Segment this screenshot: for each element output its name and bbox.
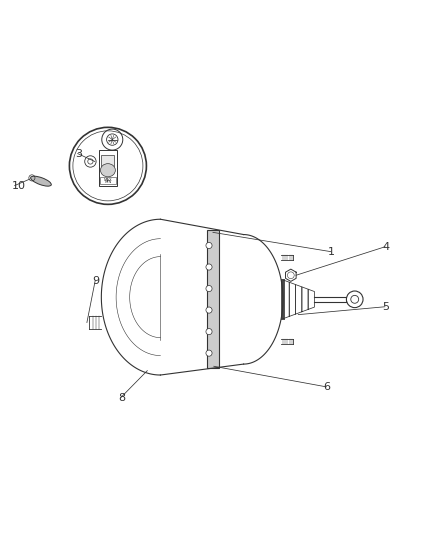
Text: 1: 1 [327,247,334,256]
Bar [280,279,285,320]
Text: 3: 3 [75,149,82,159]
Bar [101,155,114,166]
Circle shape [205,328,212,335]
Circle shape [205,264,212,270]
Text: MAX: MAX [103,178,112,182]
Bar [99,150,117,185]
Circle shape [205,286,212,292]
Bar [206,230,219,368]
Text: 5: 5 [381,302,389,312]
Text: 8: 8 [118,393,125,403]
Text: 10: 10 [12,181,26,190]
Ellipse shape [100,164,115,177]
Circle shape [205,243,212,248]
Circle shape [205,350,212,356]
Circle shape [205,307,212,313]
Text: 4: 4 [381,242,389,252]
Text: MIN: MIN [104,181,111,184]
Bar [100,177,116,184]
Text: 6: 6 [323,382,330,392]
Ellipse shape [31,176,51,186]
Text: 9: 9 [92,276,99,286]
